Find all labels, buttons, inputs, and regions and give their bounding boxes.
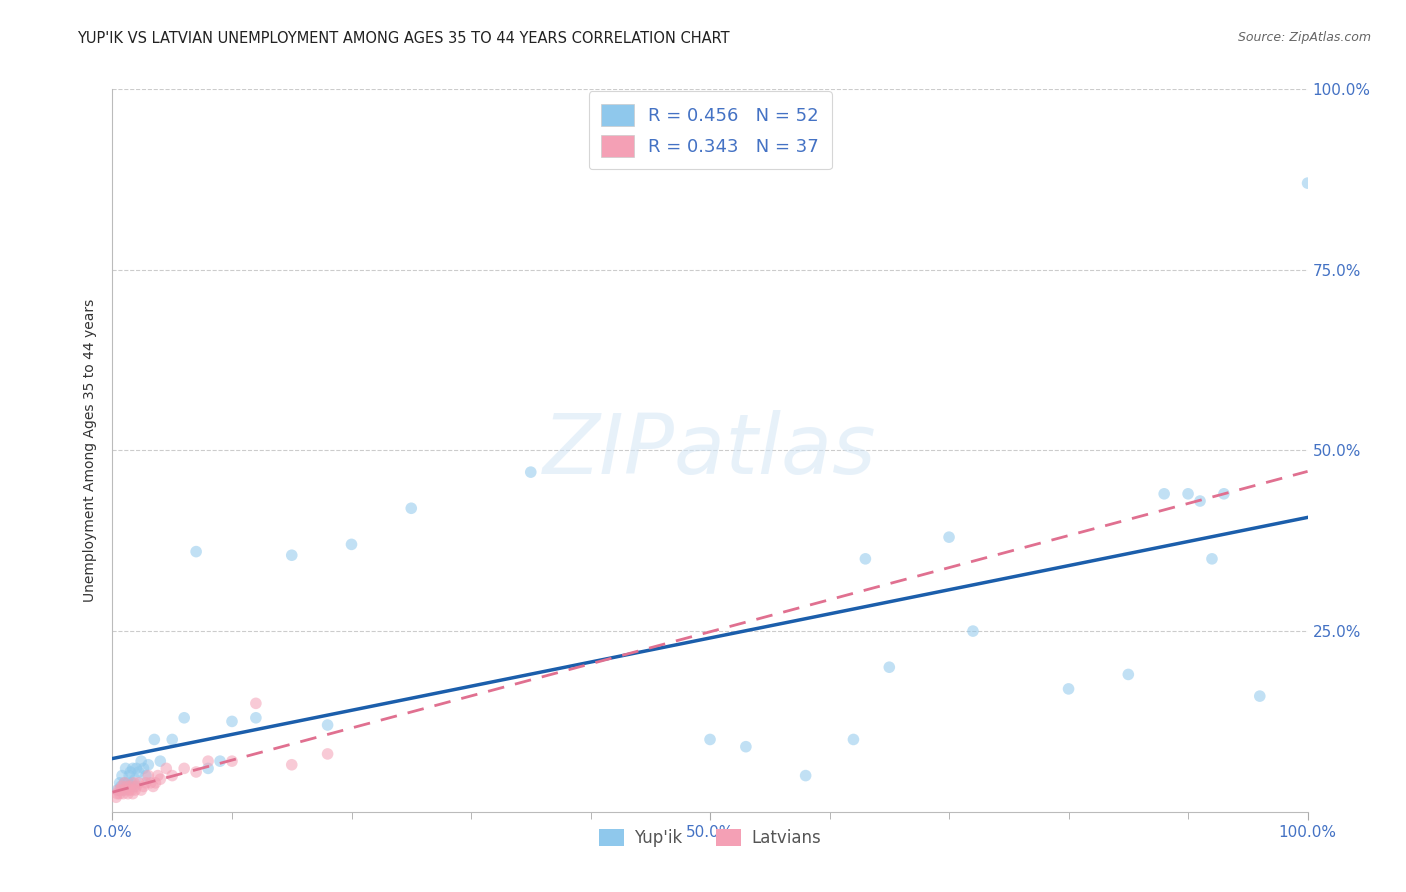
Point (162, 732, 183, 747)
Point (855, 551, 877, 566)
Point (125, 761, 148, 775)
Point (121, 761, 143, 775)
Point (221, 754, 243, 768)
Point (135, 776, 157, 790)
Point (146, 769, 169, 783)
Point (155, 761, 177, 775)
Point (120, 780, 142, 794)
Point (794, 769, 817, 783)
Point (149, 772, 172, 787)
Point (128, 776, 150, 790)
Point (145, 776, 167, 790)
Point (114, 761, 136, 775)
Point (173, 711, 195, 725)
Point (1057, 681, 1080, 696)
Point (1177, 487, 1199, 501)
Point (118, 769, 141, 783)
Point (120, 764, 142, 779)
Point (111, 780, 134, 794)
Point (962, 624, 984, 639)
Point (105, 783, 128, 797)
Point (117, 776, 139, 790)
Point (114, 776, 135, 790)
Point (105, 790, 128, 805)
Point (138, 757, 160, 772)
Point (340, 537, 363, 551)
Point (245, 696, 267, 710)
Point (162, 769, 183, 783)
Point (115, 780, 138, 794)
Point (149, 754, 172, 768)
Point (842, 732, 865, 747)
Point (938, 530, 960, 544)
Point (105, 787, 128, 801)
Point (1189, 494, 1212, 508)
Point (1296, 176, 1319, 190)
Point (699, 732, 721, 747)
Point (129, 783, 152, 797)
Point (1118, 667, 1140, 681)
Point (121, 783, 143, 797)
Text: YUP'IK VS LATVIAN UNEMPLOYMENT AMONG AGES 35 TO 44 YEARS CORRELATION CHART: YUP'IK VS LATVIAN UNEMPLOYMENT AMONG AGE… (77, 31, 730, 46)
Point (520, 465, 543, 479)
Point (197, 761, 219, 775)
Point (122, 776, 145, 790)
Point (124, 772, 146, 787)
Point (124, 783, 146, 797)
Point (129, 754, 152, 768)
Point (1213, 487, 1236, 501)
Point (108, 776, 131, 790)
Point (110, 783, 132, 797)
Point (115, 780, 138, 794)
Point (117, 787, 139, 801)
Point (401, 501, 423, 516)
Point (122, 780, 145, 794)
Point (107, 783, 129, 797)
Point (316, 718, 339, 732)
Point (139, 776, 162, 790)
Point (879, 660, 901, 674)
Point (118, 783, 141, 797)
Text: ZIPatlas: ZIPatlas (543, 410, 877, 491)
Point (245, 711, 267, 725)
Point (108, 787, 131, 801)
Point (125, 780, 148, 794)
Point (121, 776, 143, 790)
Point (112, 787, 135, 801)
Point (114, 783, 136, 797)
Y-axis label: Unemployment Among Ages 35 to 44 years: Unemployment Among Ages 35 to 44 years (83, 299, 97, 602)
Point (209, 754, 232, 768)
Point (132, 780, 155, 794)
Point (735, 739, 758, 754)
Point (121, 787, 143, 801)
Point (316, 747, 339, 761)
Point (111, 769, 134, 783)
Point (281, 548, 304, 562)
Point (142, 780, 165, 794)
Point (114, 776, 135, 790)
Text: Source: ZipAtlas.com: Source: ZipAtlas.com (1237, 31, 1371, 45)
Point (1201, 551, 1223, 566)
Point (132, 761, 155, 775)
Point (135, 769, 157, 783)
Point (173, 761, 195, 775)
Point (281, 757, 304, 772)
Point (110, 780, 132, 794)
Point (112, 783, 135, 797)
Point (186, 544, 208, 558)
Point (128, 764, 150, 779)
Point (143, 732, 166, 747)
Point (197, 754, 219, 768)
Legend: Yup'ik, Latvians: Yup'ik, Latvians (593, 822, 827, 854)
Point (221, 714, 243, 729)
Point (1153, 487, 1175, 501)
Point (1249, 689, 1271, 703)
Point (186, 764, 208, 779)
Point (138, 769, 160, 783)
